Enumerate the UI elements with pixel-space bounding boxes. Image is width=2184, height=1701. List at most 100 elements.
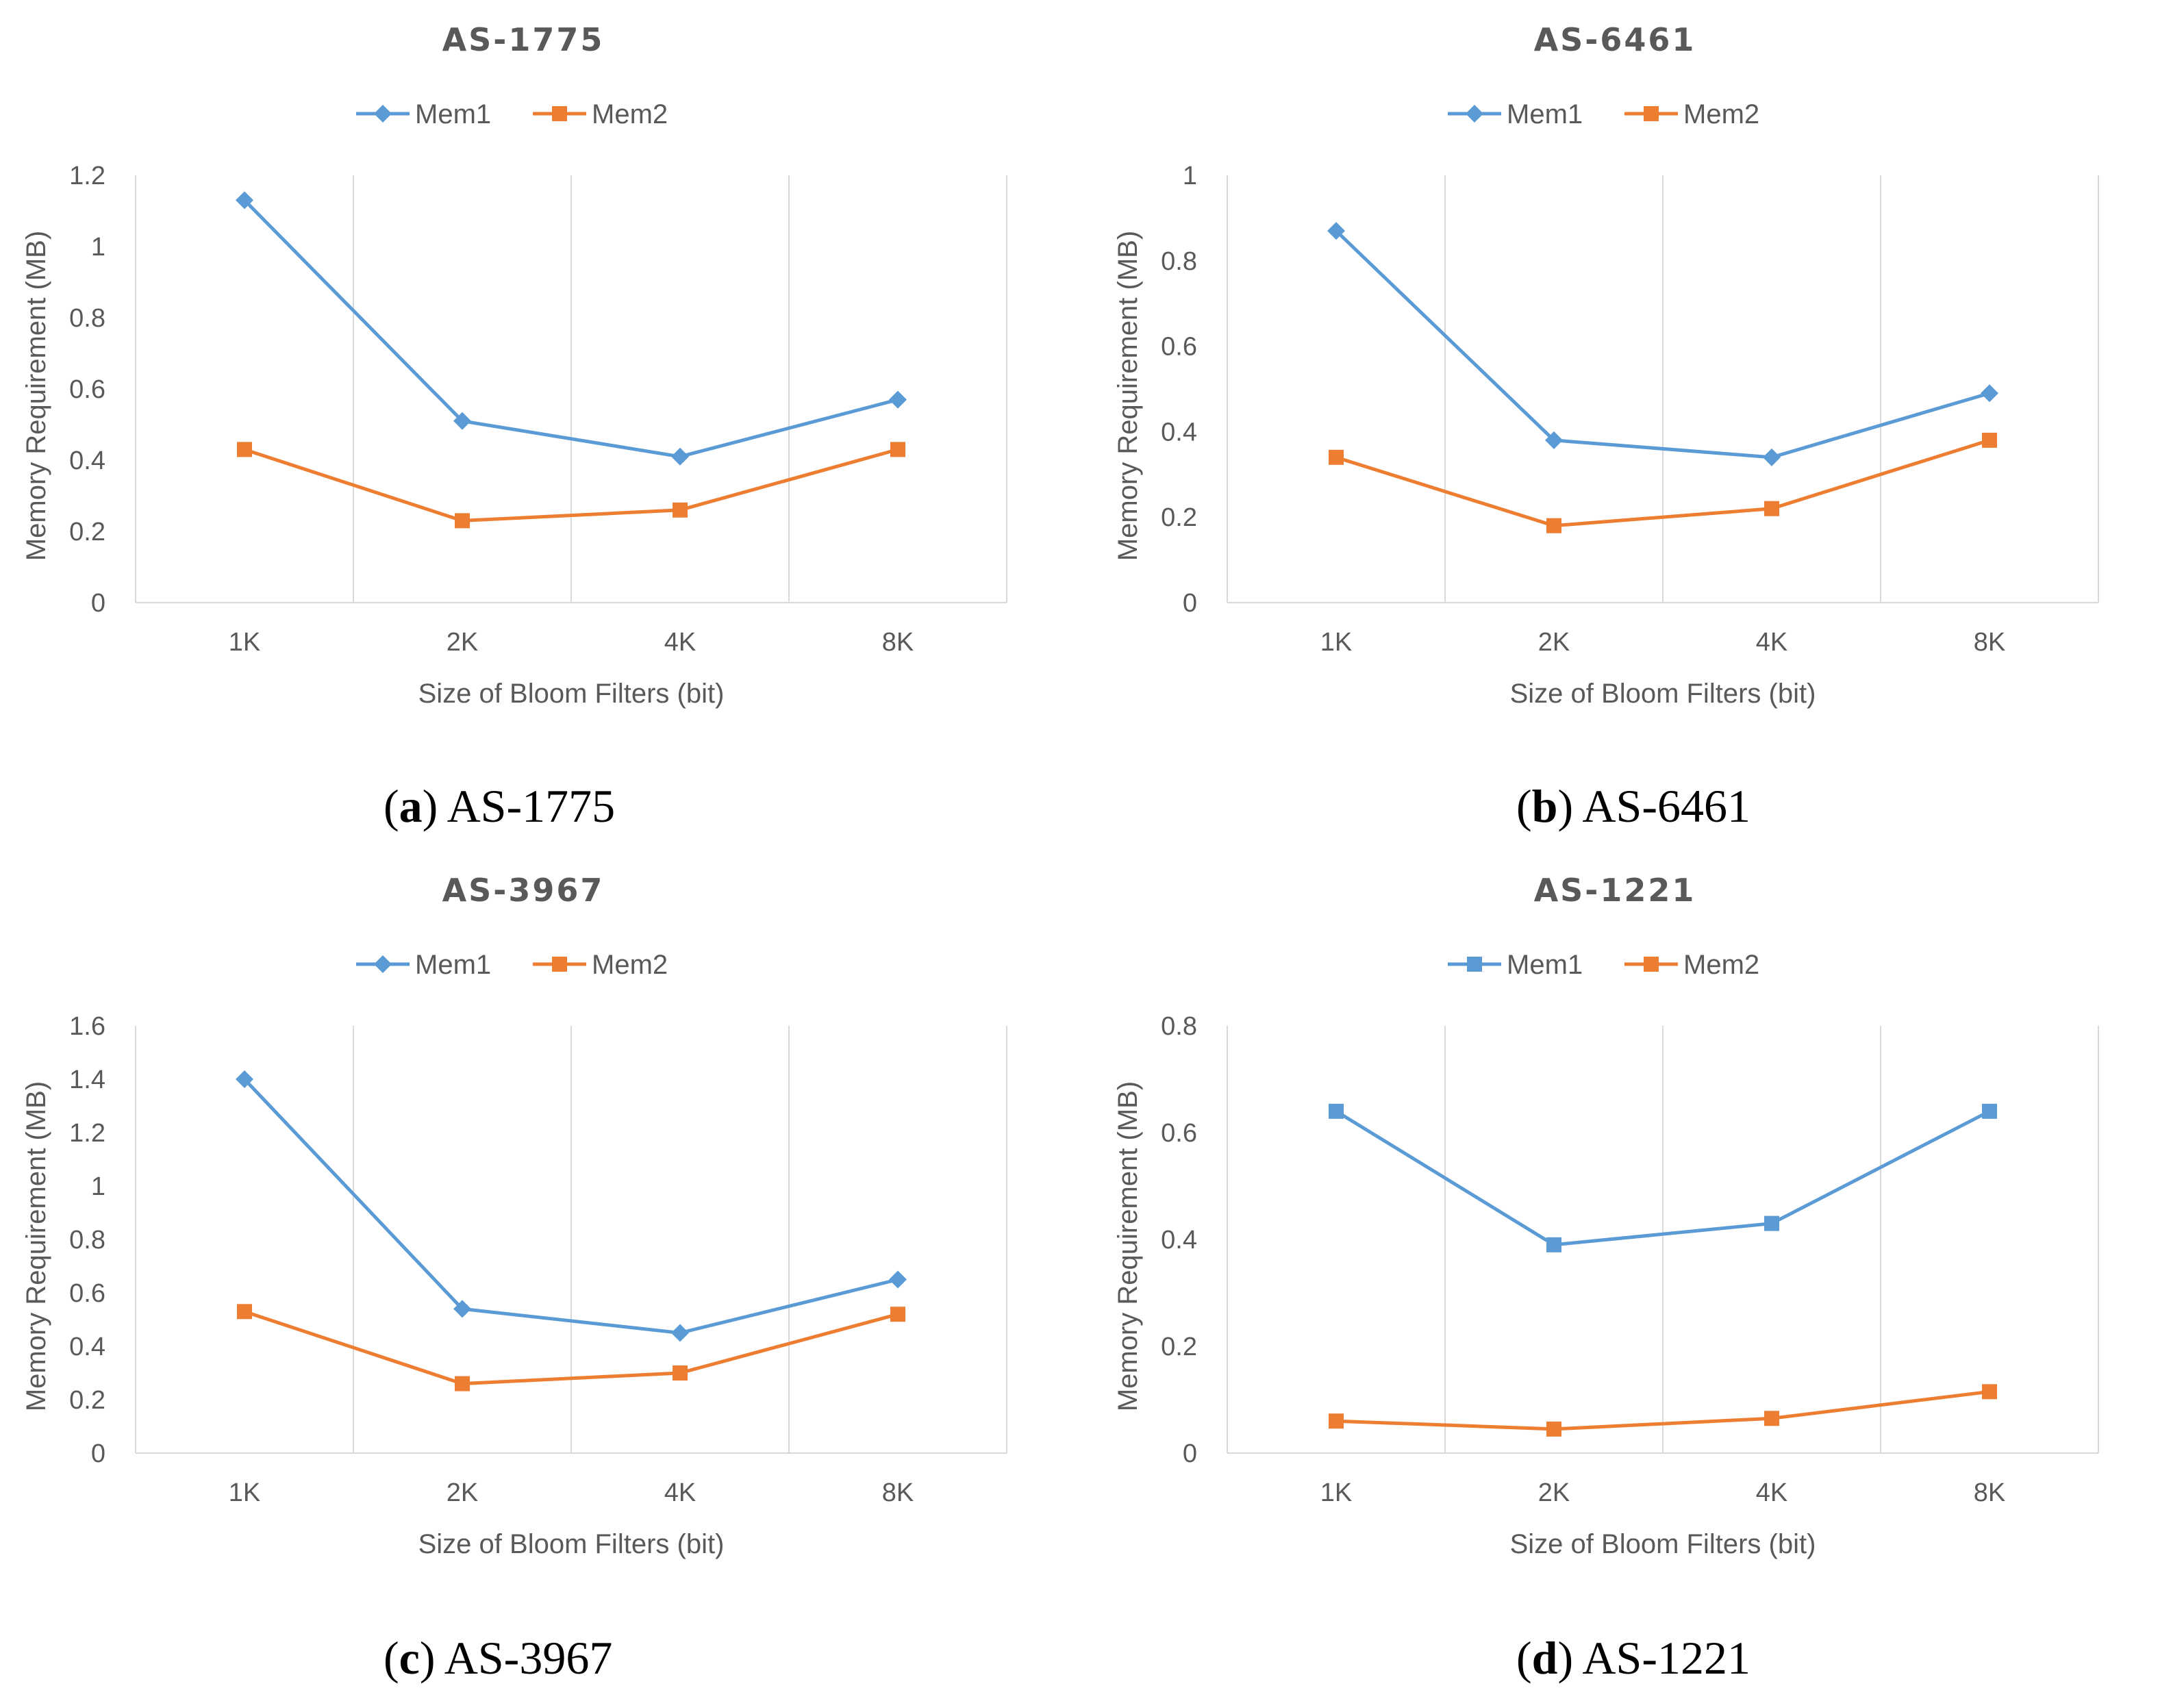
legend-label: Mem2 [592, 950, 668, 980]
legend: Mem1 Mem2 [356, 99, 668, 129]
data-point [1546, 1421, 1561, 1437]
y-tick-label: 0.2 [69, 518, 105, 546]
x-tick-label: 2K [447, 628, 478, 657]
data-point [889, 390, 907, 409]
y-tick-label: 1 [1183, 162, 1197, 190]
y-axis-title: Memory Requirement (MB) [1113, 1081, 1143, 1411]
data-point [1982, 1103, 1997, 1119]
series-line [1335, 229, 1990, 459]
series-line [243, 1078, 899, 1335]
legend-marker [374, 955, 392, 973]
legend-label: Mem1 [1507, 950, 1583, 980]
caption: (a) AS-1775 [384, 780, 616, 832]
chart-svg: AS-1221 Mem1 Mem2 0 0.2 0.4 0.6 0.8 1K 2K 4K 8K Size… [1113, 872, 2099, 1559]
legend-marker [552, 957, 567, 972]
y-tick-label: 0.4 [1161, 1226, 1197, 1255]
data-point [236, 191, 253, 210]
y-tick-label: 0.2 [69, 1386, 105, 1415]
data-point [1982, 1384, 1997, 1400]
legend-marker [1644, 957, 1659, 972]
y-tick-label: 0 [91, 1439, 105, 1468]
x-tick-label: 8K [1974, 628, 2005, 657]
y-tick-label: 0.4 [69, 446, 105, 475]
data-point [671, 447, 689, 466]
legend-marker [1466, 105, 1483, 123]
series-mem2 [1329, 432, 1997, 533]
x-tick-label: 2K [1538, 1478, 1570, 1507]
data-point [673, 502, 688, 518]
series-mem1 [1327, 222, 1998, 466]
chart-panel-d: AS-1221 Mem1 Mem2 0 0.2 0.4 0.6 0.8 1K 2K 4K 8K Size… [1092, 850, 2183, 1701]
data-point [453, 412, 471, 430]
chart-panel-a: AS-1775 Mem1 Mem2 0 0.2 0.4 0.6 0.8 1 1.2 1K 2K 4K 8K… [0, 0, 1092, 850]
data-point [1764, 1411, 1779, 1426]
data-point [455, 513, 470, 529]
data-point [1329, 449, 1344, 465]
data-point [1546, 1237, 1561, 1252]
series-line [1335, 1109, 1991, 1247]
y-tick-label: 1 [91, 233, 105, 262]
x-tick-label: 2K [1538, 628, 1570, 657]
chart-title: AS-3967 [442, 872, 605, 909]
y-tick-label: 1.2 [69, 1119, 105, 1148]
x-tick-label: 8K [882, 1478, 914, 1507]
chart-svg: AS-1775 Mem1 Mem2 0 0.2 0.4 0.6 0.8 1 1.2 1K 2K 4K 8K… [21, 21, 1007, 709]
y-axis-title: Memory Requirement (MB) [21, 1081, 51, 1411]
x-axis-title: Size of Bloom Filters (bit) [418, 1529, 725, 1559]
data-point [1764, 501, 1779, 516]
series-mem2 [237, 442, 905, 529]
x-axis-title: Size of Bloom Filters (bit) [1510, 679, 1816, 709]
data-point [1329, 1413, 1344, 1429]
series-mem2 [237, 1304, 905, 1391]
legend: Mem1 Mem2 [1448, 950, 1759, 980]
chart-title: AS-1221 [1534, 872, 1696, 909]
y-tick-label: 0.4 [69, 1333, 105, 1361]
data-point [671, 1324, 689, 1342]
y-axis-title: Memory Requirement (MB) [21, 231, 51, 561]
data-point [237, 442, 252, 457]
data-point [453, 1300, 471, 1318]
data-point [1545, 431, 1563, 449]
y-tick-label: 0.8 [69, 1226, 105, 1255]
legend: Mem1 Mem2 [1448, 99, 1759, 129]
y-tick-label: 0 [1183, 1439, 1197, 1468]
y-tick-label: 0.8 [69, 304, 105, 333]
data-point [673, 1365, 688, 1381]
series-mem1 [1329, 1103, 1997, 1252]
legend-marker [374, 105, 392, 123]
legend-label: Mem1 [415, 99, 491, 129]
y-tick-label: 1.6 [69, 1012, 105, 1041]
series-line [1335, 438, 1990, 528]
x-tick-label: 4K [664, 1478, 696, 1507]
y-tick-label: 1 [91, 1172, 105, 1201]
legend-marker [1467, 957, 1482, 972]
series-mem1 [236, 1070, 907, 1342]
data-point [237, 1304, 252, 1320]
data-point [1327, 222, 1345, 240]
data-point [455, 1376, 470, 1391]
legend: Mem1 Mem2 [356, 950, 668, 980]
data-point [1546, 518, 1561, 533]
x-axis-title: Size of Bloom Filters (bit) [1510, 1529, 1816, 1559]
x-tick-label: 4K [1756, 1478, 1787, 1507]
y-tick-label: 1.2 [69, 162, 105, 190]
caption: (c) AS-3967 [384, 1632, 613, 1684]
x-tick-label: 4K [664, 628, 696, 657]
series-mem2 [1329, 1384, 1997, 1437]
legend-label: Mem1 [415, 950, 491, 980]
y-tick-label: 0.6 [1161, 1119, 1197, 1148]
x-tick-label: 8K [1974, 1478, 2005, 1507]
legend-label: Mem2 [1683, 950, 1759, 980]
legend-marker [552, 106, 567, 121]
legend-label: Mem1 [1507, 99, 1583, 129]
x-tick-label: 2K [447, 1478, 478, 1507]
series-line [243, 199, 899, 459]
caption: (b) AS-6461 [1516, 780, 1750, 832]
series-mem1 [236, 191, 907, 466]
legend-label: Mem2 [1683, 99, 1759, 129]
x-tick-label: 1K [1320, 628, 1352, 657]
chart-panel-c: AS-3967 Mem1 Mem2 0 0.2 0.4 0.6 0.8 1 1.2 1.4 1.6 1K… [0, 850, 1092, 1701]
x-tick-label: 1K [229, 1478, 260, 1507]
y-tick-label: 1.4 [69, 1066, 105, 1094]
chart-panel-b: AS-6461 Mem1 Mem2 0 0.2 0.4 0.6 0.8 1 1K 2K 4K 8K Siz… [1092, 0, 2183, 850]
